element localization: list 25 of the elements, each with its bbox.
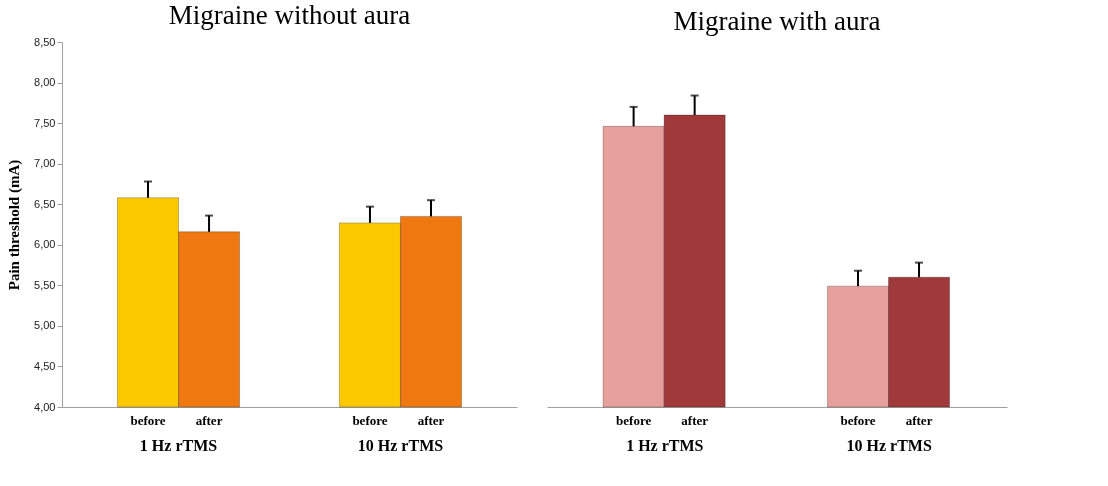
y-tick-label: 6,00: [34, 238, 56, 251]
text: before: [840, 413, 876, 428]
y-tick-label: 8,50: [34, 35, 56, 48]
y-tick-label: 8,00: [34, 76, 56, 89]
chart-title: Migraine with aura: [673, 6, 881, 36]
x-tick-label: 10 Hz rTMS: [357, 436, 444, 454]
series-label: before: [130, 413, 166, 428]
x-tick-label: 1 Hz rTMS: [626, 436, 704, 454]
y-tick-label: 4,00: [34, 400, 56, 413]
series-label: after: [681, 413, 709, 428]
y-tick-label: 7,50: [34, 116, 56, 129]
x-tick-label: 10 Hz rTMS: [846, 436, 932, 454]
y-tick-label: 6,50: [34, 197, 56, 210]
y-tick-label: 5,00: [34, 319, 56, 332]
series-label: after: [195, 413, 223, 428]
x-tick-label: 1 Hz rTMS: [139, 436, 218, 454]
series-label: before: [616, 413, 652, 428]
y-axis-title: Pain threshold (mA): [6, 159, 24, 291]
text: after: [417, 413, 445, 428]
text: after: [905, 413, 933, 428]
y-tick-label: 7,00: [34, 157, 56, 170]
text: before: [352, 413, 388, 428]
chart-title: Migraine without aura: [168, 0, 411, 30]
y-tick-label: 4,50: [34, 359, 56, 372]
y-tick-label: 5,50: [34, 278, 56, 291]
